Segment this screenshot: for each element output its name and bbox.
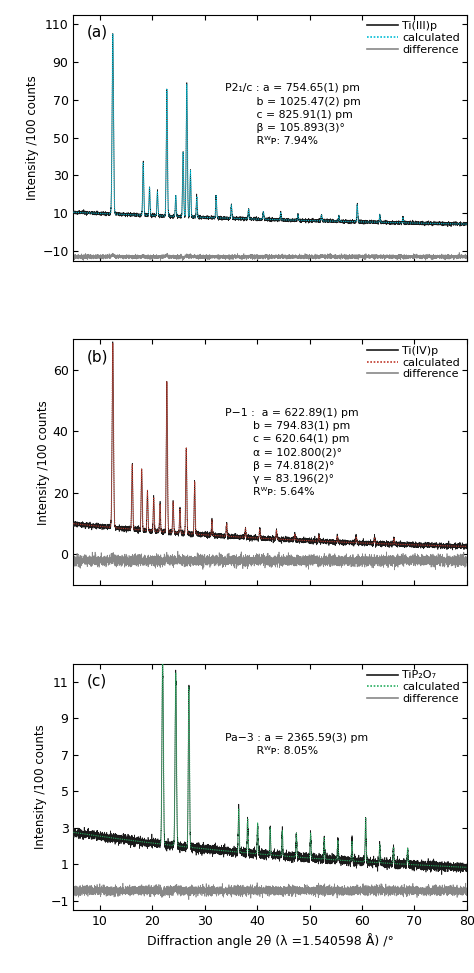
Text: P2₁/c : a = 754.65(1) pm
         b = 1025.47(2) pm
         c = 825.91(1) pm
  : P2₁/c : a = 754.65(1) pm b = 1025.47(2) … bbox=[225, 84, 361, 146]
Legend: TiP₂O₇, calculated, difference: TiP₂O₇, calculated, difference bbox=[366, 669, 461, 705]
Text: (c): (c) bbox=[87, 673, 108, 689]
Text: P−1 :  a = 622.89(1) pm
        b = 794.83(1) pm
        c = 620.64(1) pm
      : P−1 : a = 622.89(1) pm b = 794.83(1) pm … bbox=[225, 408, 358, 497]
Text: (b): (b) bbox=[87, 349, 109, 364]
Y-axis label: Intensity /100 counts: Intensity /100 counts bbox=[35, 725, 47, 849]
Legend: Ti(III)p, calculated, difference: Ti(III)p, calculated, difference bbox=[366, 20, 461, 55]
Text: Pa−3 : a = 2365.59(3) pm
         Rᵂᴘ: 8.05%: Pa−3 : a = 2365.59(3) pm Rᵂᴘ: 8.05% bbox=[225, 733, 368, 756]
Text: (a): (a) bbox=[87, 24, 109, 40]
Y-axis label: Intensity /100 counts: Intensity /100 counts bbox=[27, 75, 39, 199]
Legend: Ti(IV)p, calculated, difference: Ti(IV)p, calculated, difference bbox=[366, 344, 461, 380]
Y-axis label: Intensity /100 counts: Intensity /100 counts bbox=[37, 400, 50, 524]
X-axis label: Diffraction angle 2θ (λ =1.540598 Å) /°: Diffraction angle 2θ (λ =1.540598 Å) /° bbox=[147, 933, 393, 948]
